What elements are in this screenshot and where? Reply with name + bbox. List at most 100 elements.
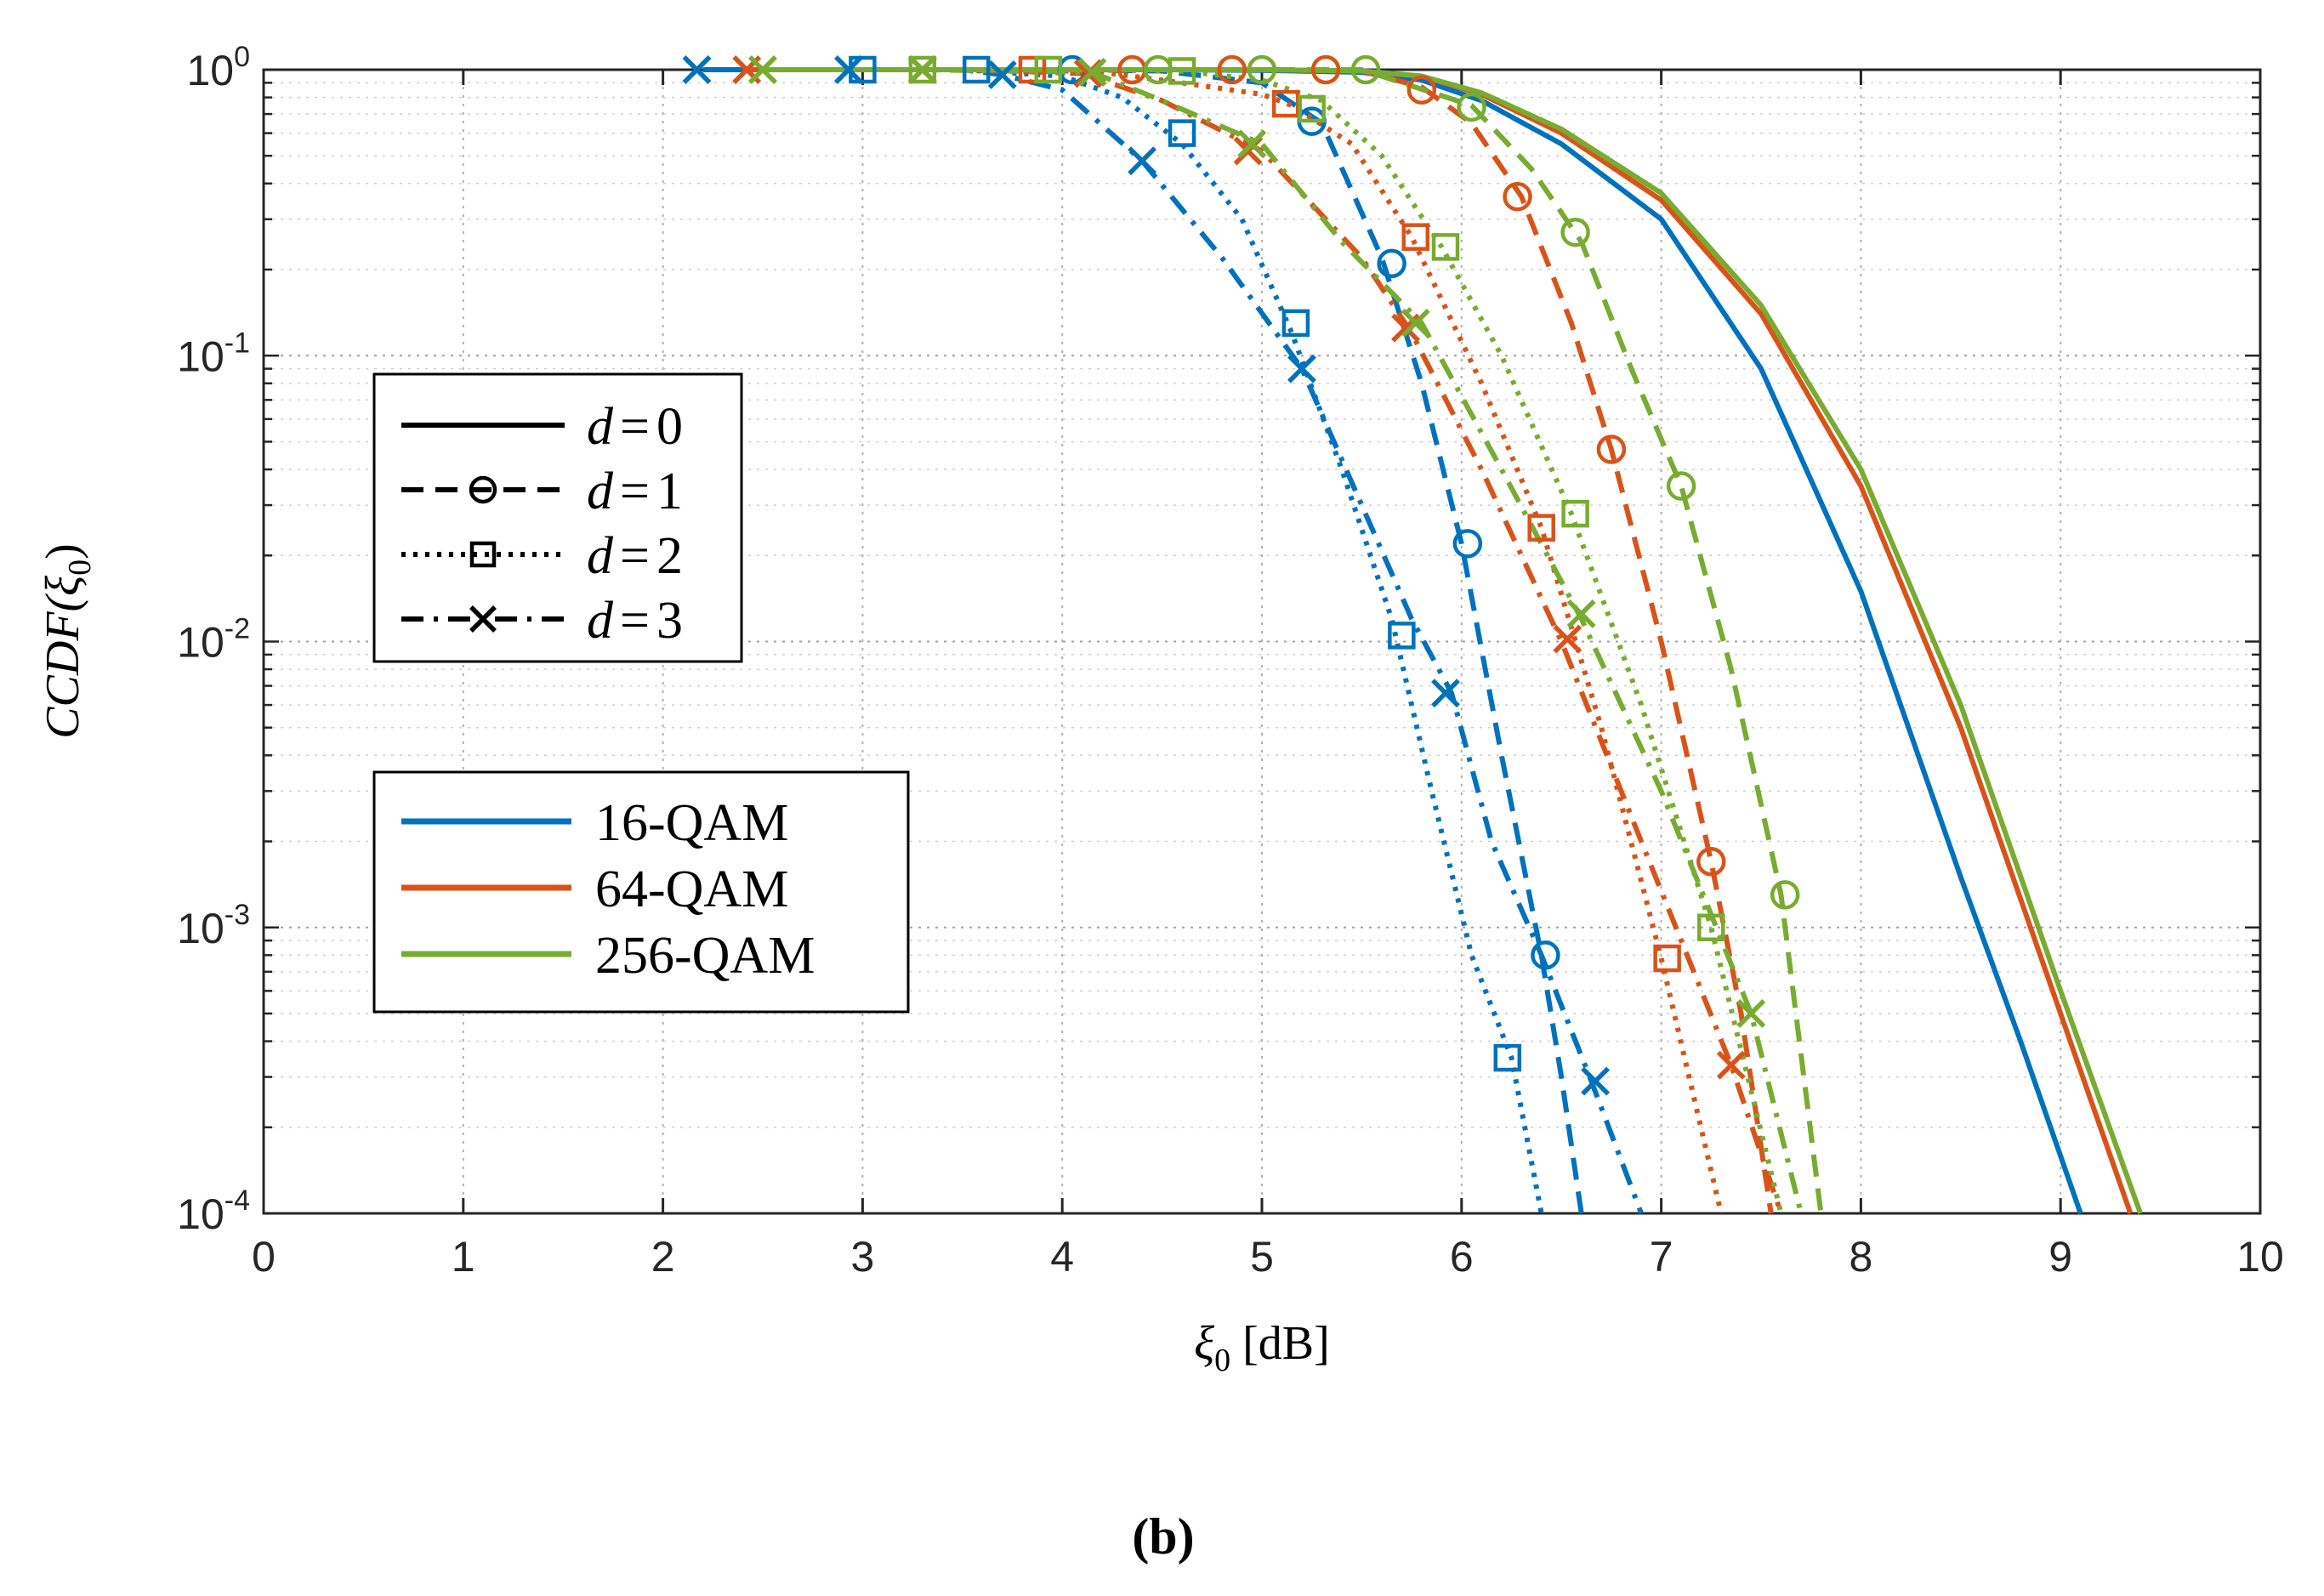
series-line-64qam-d2 — [742, 67, 1724, 1214]
series-marker-64qam-d1 — [1503, 181, 1532, 212]
y-tick-base: 10 — [177, 905, 224, 952]
x-axis-symbol: ξ — [1194, 1317, 1214, 1370]
legend-d-eq: = — [620, 527, 650, 585]
series-marker-16qam-d3 — [682, 55, 712, 84]
x-marker-stroke — [682, 55, 712, 84]
series-marker-16qam-d2 — [1388, 622, 1416, 650]
legend-d-eq: = — [620, 398, 650, 456]
legend-d-box — [372, 372, 743, 663]
y-tick-base: 10 — [177, 1190, 224, 1238]
series-marker-256qam-d2 — [1561, 499, 1589, 528]
x-tick-label: 9 — [2048, 1233, 2072, 1281]
x-marker-stroke — [1128, 146, 1157, 176]
series-marker-16qam-d3 — [1128, 146, 1157, 176]
y-tick-label: 10-2 — [177, 613, 250, 667]
legend-d-eq: = — [620, 463, 650, 520]
series-marker-64qam-d3 — [1716, 1050, 1746, 1080]
legend-d-marker — [469, 541, 497, 568]
series-marker-16qam-d3 — [1581, 1066, 1611, 1096]
series-marker-16qam-d2 — [1281, 309, 1310, 338]
y-axis-prefix: CCDF( — [37, 593, 89, 738]
legend-d-num: 0 — [656, 398, 683, 456]
legend-mod-label: 16-QAM — [595, 794, 788, 852]
x-marker-stroke — [834, 55, 863, 84]
legend-d-label: d = 3 — [587, 592, 683, 650]
y-axis-subscript: 0 — [62, 559, 98, 576]
series-marker-256qam-d3 — [1237, 129, 1267, 159]
legend-d-label: d = 2 — [587, 527, 683, 585]
series-marker-64qam-d2 — [1527, 514, 1555, 542]
series-marker-16qam-d3 — [834, 55, 863, 84]
series-marker-256qam-d1 — [1666, 471, 1696, 501]
y-tick-exponent: -1 — [224, 327, 250, 359]
series-marker-16qam-d3 — [1431, 679, 1460, 708]
x-tick-label: 7 — [1650, 1233, 1673, 1281]
series-marker-16qam-d1 — [1452, 529, 1483, 559]
series-marker-256qam-d3 — [748, 55, 777, 84]
y-axis-label: CCDF(ξ0) — [37, 543, 98, 739]
figure-caption: (b) — [1132, 1508, 1194, 1565]
y-tick-exponent: 0 — [234, 41, 250, 73]
x-marker-stroke — [1581, 1066, 1611, 1096]
x-axis-subscript: 0 — [1214, 1343, 1230, 1378]
legend-mod: 16-QAM 64-QAM 256-QAM — [372, 770, 910, 1014]
y-tick-label: 10-4 — [177, 1184, 250, 1238]
series-marker-16qam-d2 — [1168, 119, 1196, 147]
x-tick-label: 8 — [1849, 1233, 1872, 1281]
series-marker-64qam-d1 — [1596, 434, 1627, 464]
y-tick-exponent: -2 — [224, 613, 250, 645]
x-tick-label: 4 — [1050, 1233, 1074, 1281]
x-tick-label: 3 — [850, 1233, 874, 1281]
y-tick-label: 10-1 — [177, 327, 250, 380]
series-marker-16qam-d1 — [1531, 940, 1560, 970]
legend-d-num: 3 — [656, 592, 683, 650]
x-marker-stroke — [1237, 129, 1267, 159]
series-marker-16qam-d3 — [987, 60, 1017, 89]
series-marker-64qam-d1 — [1217, 54, 1247, 85]
x-tick-labels: 0 1 2 3 4 5 6 7 8 9 10 — [252, 1233, 2284, 1281]
series-marker-64qam-d2 — [1653, 944, 1681, 973]
series-marker-64qam-d2 — [1271, 89, 1300, 118]
series-marker-256qam-d2 — [1034, 55, 1063, 84]
x-marker-stroke — [1077, 58, 1107, 87]
series-marker-64qam-d1 — [1406, 75, 1437, 105]
x-marker-stroke — [469, 605, 497, 633]
series-markers — [682, 54, 1800, 1096]
x-marker-stroke — [987, 60, 1017, 89]
x-marker-stroke — [1736, 999, 1766, 1028]
series-marker-256qam-d1 — [1770, 880, 1800, 910]
series-marker-256qam-d2 — [1298, 94, 1326, 123]
legend-d-var: d — [587, 463, 614, 520]
series-marker-256qam-d2 — [908, 55, 937, 84]
x-marker-stroke — [1553, 624, 1582, 654]
legend-d-label: d = 1 — [587, 463, 683, 520]
series-marker-256qam-d1 — [1350, 54, 1381, 85]
series-marker-256qam-d3 — [1401, 308, 1430, 338]
x-tick-label: 0 — [252, 1233, 276, 1281]
series-marker-16qam-d3 — [1287, 354, 1316, 383]
x-tick-label: 1 — [452, 1233, 475, 1281]
x-marker-stroke — [748, 55, 777, 84]
series-marker-64qam-d3 — [1553, 624, 1582, 654]
y-tick-exponent: -4 — [224, 1184, 250, 1217]
legend-mod-box — [372, 770, 910, 1014]
x-axis-unit: [dB] — [1242, 1317, 1330, 1370]
series-marker-64qam-d2 — [1401, 223, 1430, 251]
x-marker-stroke — [1431, 679, 1460, 708]
x-marker-stroke — [907, 55, 937, 84]
y-tick-label: 10-3 — [177, 899, 250, 952]
series-marker-256qam-d3 — [1077, 58, 1107, 87]
x-tick-label: 2 — [651, 1233, 675, 1281]
axis-ticks — [262, 68, 2262, 1215]
series-marker-256qam-d2 — [1431, 233, 1460, 261]
legend-d-num: 2 — [656, 527, 683, 585]
x-marker-stroke — [1716, 1050, 1746, 1080]
series-marker-256qam-d1 — [1247, 54, 1277, 85]
legend-mod-label: 64-QAM — [595, 860, 788, 918]
series-marker-64qam-d1 — [1310, 54, 1341, 85]
legend-mod-label: 256-QAM — [595, 927, 815, 985]
legend-d-eq: = — [620, 592, 650, 650]
